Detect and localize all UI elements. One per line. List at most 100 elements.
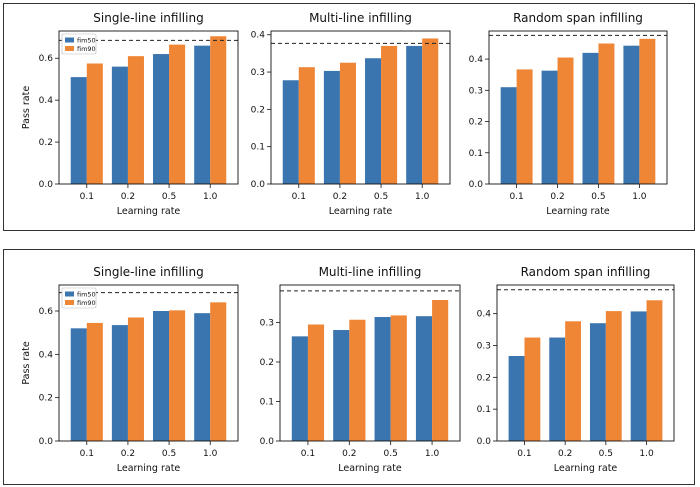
x-tick-label: 0.5 (374, 192, 388, 202)
x-tick-label: 0.1 (80, 192, 94, 202)
legend-swatch-fim90 (65, 300, 74, 305)
chart-title: Random span infilling (521, 265, 651, 279)
chart-title: Single-line infilling (93, 265, 203, 279)
y-tick-label: 0.1 (469, 149, 483, 159)
bar-fim50-0.2 (323, 70, 340, 184)
y-tick-label: 0.1 (477, 405, 491, 415)
x-tick-label: 0.5 (599, 449, 613, 459)
plot-frame (488, 30, 668, 185)
bar-fim50-0.2 (333, 330, 350, 441)
chart-panel-6: Random span infilling 0.1 0.2 0.5 1.0 0.0 0.1 0… (477, 265, 675, 474)
y-tick-label: 0.4 (469, 55, 484, 65)
x-tick-label: 1.0 (415, 192, 430, 202)
y-tick-label: 0.2 (477, 373, 491, 383)
x-tick-label: 0.2 (121, 192, 135, 202)
legend-label-fim50: fim50 (77, 37, 96, 45)
x-tick-label: 0.5 (162, 192, 176, 202)
x-tick-label: 0.2 (550, 192, 564, 202)
plot-frame (496, 284, 675, 442)
bar-fim50-0.1 (70, 77, 87, 184)
y-tick-label: 0.3 (477, 341, 491, 351)
bar-fim50-0.1 (70, 328, 87, 441)
x-tick-label: 0.5 (384, 449, 398, 459)
x-tick-label: 0.5 (591, 192, 605, 202)
bar-fim90-0.1 (516, 69, 533, 184)
x-tick-label: 0.1 (301, 449, 315, 459)
bar-fim90-0.2 (127, 317, 144, 441)
plot-frame (270, 30, 451, 185)
bar-fim90-0.5 (598, 43, 615, 184)
y-tick-label: 0.6 (39, 307, 54, 317)
y-tick-label: 0.2 (260, 358, 274, 368)
chart-panel-1: Single-line infilling 0.1 0.2 0.5 1.0 0.0 0.2 0… (21, 11, 239, 217)
bar-fim90-0.1 (86, 63, 103, 184)
bar-fim50-0.5 (153, 311, 170, 441)
y-tick-label: 0.0 (39, 180, 54, 190)
x-tick-label: 0.1 (292, 192, 306, 202)
y-tick-label: 0.0 (39, 437, 54, 447)
bar-fim50-0.2 (111, 66, 128, 184)
y-tick-label: 0.0 (260, 437, 275, 447)
bar-fim90-1.0 (646, 300, 663, 441)
bar-fim90-0.2 (127, 56, 144, 184)
bar-fim50-1.0 (415, 316, 433, 441)
x-tick-label: 1.0 (632, 192, 647, 202)
bar-fim90-1.0 (210, 302, 227, 441)
chart-panel-2: Multi-line infilling 0.1 0.2 0.5 1.0 0.0 0.1 0.… (251, 11, 451, 217)
bar-fim90-1.0 (432, 300, 449, 441)
x-axis-label: Learning rate (554, 463, 618, 474)
x-tick-label: 0.1 (80, 449, 94, 459)
chart-panel-5: Multi-line infilling 0.1 0.2 0.5 1.0 0.0 0.1 0.… (260, 265, 461, 474)
bar-fim90-0.5 (390, 315, 407, 441)
bar-fim50-0.5 (589, 323, 606, 441)
y-tick-label: 0.2 (39, 138, 53, 148)
x-tick-label: 0.2 (333, 192, 347, 202)
y-axis-label: Pass rate (21, 341, 32, 384)
y-tick-label: 0.6 (39, 54, 54, 64)
y-tick-label: 0.1 (260, 398, 274, 408)
y-tick-label: 0.4 (251, 31, 266, 41)
bar-fim50-0.5 (374, 316, 391, 441)
x-axis-label: Learning rate (338, 463, 402, 474)
bar-fim50-0.5 (153, 54, 170, 184)
bar-fim90-1.0 (210, 36, 227, 184)
bar-fim50-0.5 (582, 52, 599, 184)
bar-fim50-0.1 (500, 87, 517, 184)
chart-title: Random span infilling (513, 11, 643, 25)
y-tick-label: 0.0 (251, 180, 266, 190)
x-axis-label: Learning rate (329, 206, 393, 217)
plot-frame (58, 284, 239, 442)
chart-title: Multi-line infilling (309, 11, 412, 25)
y-tick-label: 0.4 (39, 96, 54, 106)
legend-swatch-fim50 (65, 37, 74, 43)
y-axis-label: Pass rate (21, 86, 32, 129)
bar-fim50-0.1 (282, 80, 299, 184)
bar-fim90-0.5 (381, 45, 398, 185)
y-tick-label: 0.2 (251, 105, 265, 115)
bar-fim90-0.1 (307, 324, 325, 441)
bar-fim90-0.1 (524, 337, 541, 441)
bar-fim90-0.1 (298, 67, 315, 184)
plot-frame (58, 30, 239, 185)
bar-fim90-0.1 (86, 322, 103, 441)
y-tick-label: 0.0 (477, 437, 492, 447)
x-tick-label: 1.0 (639, 449, 654, 459)
x-tick-label: 0.2 (121, 449, 135, 459)
bar-fim50-0.2 (549, 337, 566, 441)
bar-fim50-1.0 (194, 313, 211, 441)
x-tick-label: 0.1 (509, 192, 523, 202)
chart-title: Single-line infilling (93, 11, 203, 25)
legend-swatch-fim90 (65, 46, 74, 51)
x-axis-label: Learning rate (117, 463, 181, 474)
y-tick-label: 0.2 (469, 118, 483, 128)
legend-label-fim90: fim90 (77, 45, 96, 53)
x-tick-label: 0.5 (162, 449, 176, 459)
bar-fim90-1.0 (422, 38, 439, 185)
x-tick-label: 1.0 (203, 449, 218, 459)
bar-fim90-0.5 (169, 44, 186, 185)
bar-fim50-0.5 (365, 58, 382, 184)
bar-fim50-1.0 (623, 45, 640, 185)
plot-frame (279, 284, 461, 442)
y-tick-label: 0.3 (469, 86, 483, 96)
